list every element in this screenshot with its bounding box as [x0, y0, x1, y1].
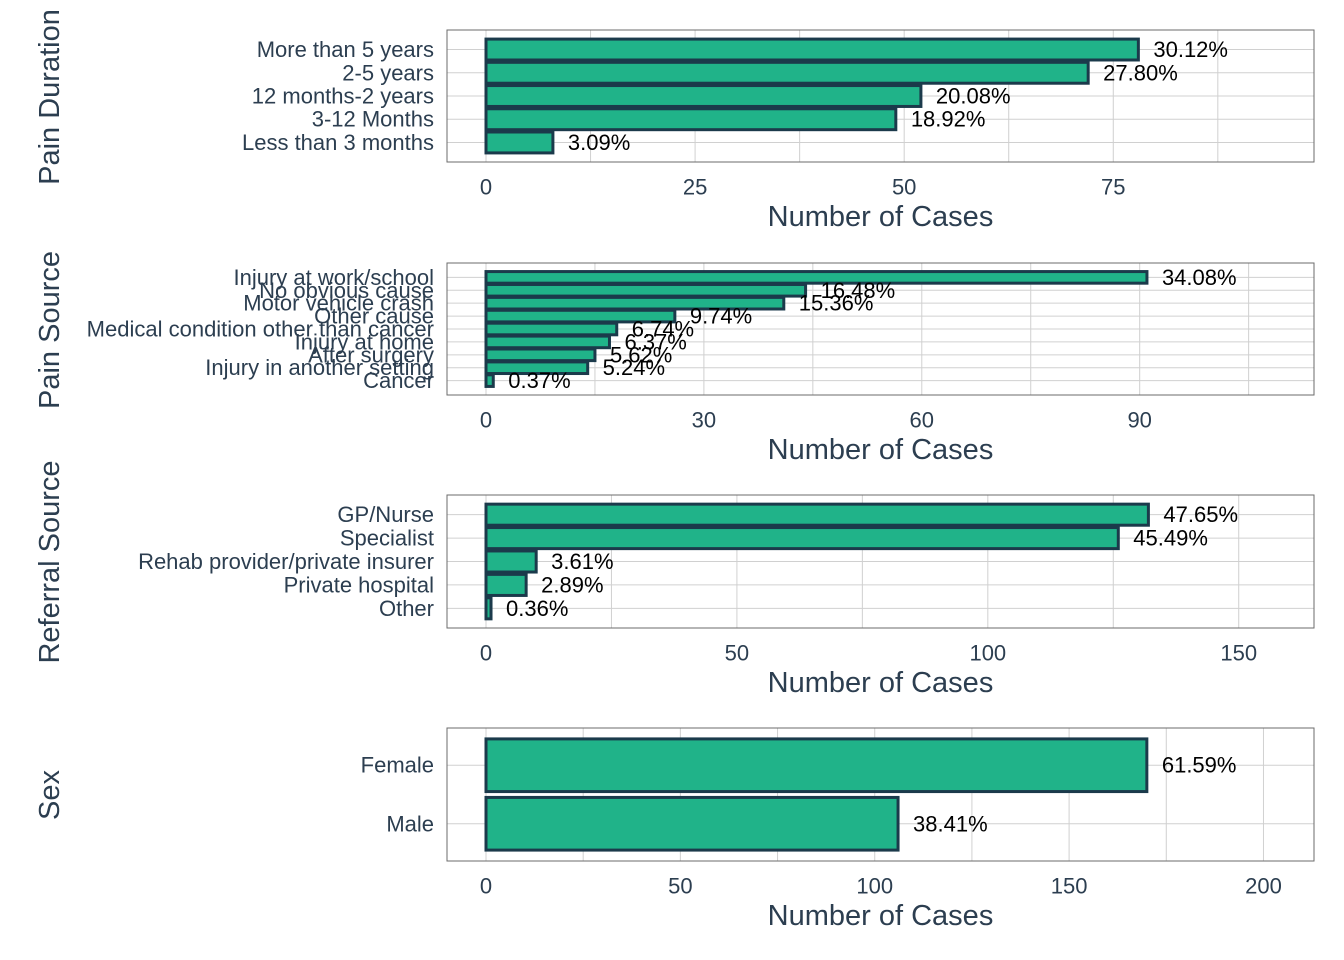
- x-tick-label: 50: [892, 175, 916, 200]
- category-label: Medical condition other than cancer: [87, 317, 434, 342]
- bar: [484, 795, 900, 852]
- bar: [484, 60, 1090, 85]
- panel-border: [446, 494, 1315, 629]
- bar: [484, 526, 1120, 551]
- x-tick-label: 30: [692, 408, 716, 433]
- category-label: Injury at home: [295, 329, 434, 354]
- panel-2: GP/Nurse 47.65% Specialist 45.49% Rehab prov…: [34, 460, 1315, 699]
- panel-border: [446, 29, 1315, 163]
- category-label: Male: [386, 811, 434, 836]
- category-label: Other cause: [314, 304, 434, 329]
- x-tick-label: 150: [1220, 641, 1257, 666]
- data-label: 15.36%: [799, 291, 874, 316]
- bar: [484, 596, 493, 621]
- category-label: 2-5 years: [342, 60, 434, 85]
- facet-title: Pain Duration: [34, 9, 66, 185]
- data-label: 30.12%: [1153, 37, 1228, 62]
- category-label: 3-12 Months: [312, 107, 434, 132]
- bar: [484, 37, 1140, 62]
- panel-border: [446, 262, 1315, 396]
- x-tick-label: 100: [969, 641, 1006, 666]
- bar: [484, 347, 597, 363]
- bar: [484, 360, 590, 376]
- bar: [484, 502, 1150, 527]
- x-axis-title: Number of Cases: [768, 900, 994, 932]
- bar: [484, 549, 538, 574]
- x-tick-label: 100: [856, 874, 893, 899]
- facet-title: Sex: [34, 770, 66, 820]
- x-tick-label: 90: [1127, 408, 1151, 433]
- bar: [484, 373, 495, 388]
- panel-border: [446, 727, 1315, 862]
- data-label: 34.08%: [1162, 265, 1237, 290]
- data-label: 3.61%: [551, 549, 613, 574]
- data-label: 0.37%: [508, 368, 570, 393]
- bar: [484, 130, 555, 155]
- x-tick-label: 0: [480, 641, 492, 666]
- category-label: Injury at work/school: [233, 265, 434, 290]
- category-label: Cancer: [363, 368, 434, 393]
- data-label: 47.65%: [1163, 502, 1238, 527]
- category-label: Motor vehicle crash: [243, 291, 434, 316]
- bar: [484, 334, 611, 350]
- x-axis-title: Number of Cases: [768, 667, 994, 699]
- x-tick-label: 200: [1245, 874, 1282, 899]
- panel-0: More than 5 years 30.12% 2-5 years 27.80% 12…: [34, 9, 1315, 233]
- data-label: 0.36%: [506, 596, 568, 621]
- category-label: Female: [361, 753, 434, 778]
- data-label: 16.48%: [821, 278, 896, 303]
- x-tick-label: 50: [725, 641, 749, 666]
- x-tick-label: 75: [1101, 175, 1125, 200]
- bar: [484, 737, 1149, 794]
- facet-title: Referral Source: [34, 460, 66, 663]
- data-label: 5.62%: [610, 342, 672, 367]
- category-label: More than 5 years: [257, 37, 434, 62]
- category-label: Less than 3 months: [242, 130, 434, 155]
- category-label: Private hospital: [284, 572, 434, 597]
- data-label: 2.89%: [541, 572, 603, 597]
- panel-3: Female 61.59% Male 38.41% 0 50 100 150 200 Number…: [34, 727, 1315, 932]
- category-label: 12 months-2 years: [252, 84, 434, 109]
- x-axis-title: Number of Cases: [768, 201, 994, 233]
- category-label: After surgery: [308, 342, 434, 367]
- x-tick-label: 60: [910, 408, 934, 433]
- bar: [484, 321, 619, 337]
- x-tick-label: 0: [480, 175, 492, 200]
- bar: [484, 270, 1149, 285]
- x-tick-label: 50: [668, 874, 692, 899]
- category-label: Rehab provider/private insurer: [138, 549, 434, 574]
- data-label: 9.74%: [690, 304, 752, 329]
- x-tick-label: 150: [1051, 874, 1088, 899]
- data-label: 45.49%: [1133, 526, 1208, 551]
- category-label: GP/Nurse: [337, 502, 434, 527]
- x-tick-label: 0: [480, 408, 492, 433]
- data-label: 27.80%: [1103, 60, 1178, 85]
- data-label: 18.92%: [911, 107, 986, 132]
- data-label: 6.37%: [624, 329, 686, 354]
- data-label: 3.09%: [568, 130, 630, 155]
- data-label: 61.59%: [1162, 753, 1237, 778]
- category-label: Injury in another setting: [205, 355, 434, 380]
- x-tick-label: 0: [480, 874, 492, 899]
- data-label: 6.74%: [632, 317, 694, 342]
- category-label: No obvious cause: [259, 278, 434, 303]
- bar: [484, 572, 528, 597]
- category-label: Other: [379, 596, 434, 621]
- data-label: 5.24%: [603, 355, 665, 380]
- x-axis-title: Number of Cases: [768, 434, 994, 466]
- data-label: 20.08%: [936, 84, 1011, 109]
- data-label: 38.41%: [913, 811, 988, 836]
- panel-1: Injury at work/school 34.08% No obvious ca…: [34, 251, 1315, 466]
- facet-title: Pain Source: [34, 251, 66, 409]
- bar: [484, 107, 898, 132]
- bar: [484, 282, 808, 298]
- x-tick-label: 25: [683, 175, 707, 200]
- category-label: Specialist: [340, 526, 434, 551]
- bar: [484, 84, 923, 108]
